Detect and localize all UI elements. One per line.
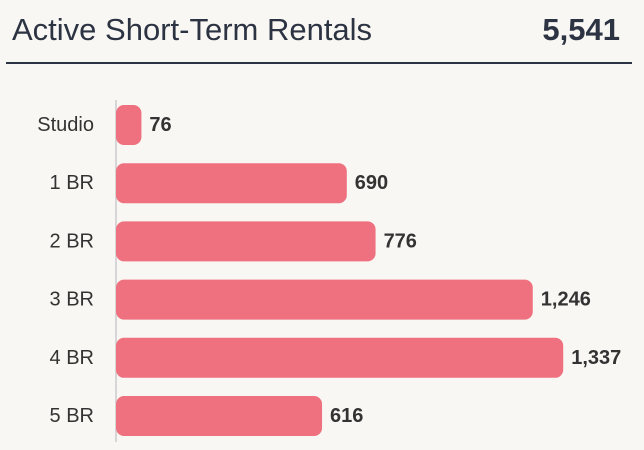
chart-header: Active Short-Term Rentals 5,541 [6,0,632,64]
bar-2-br [116,221,376,262]
category-label: 4 BR [50,347,94,369]
total-count: 5,541 [542,12,620,47]
category-label: 1 BR [50,172,94,194]
bar-3-br [116,279,533,320]
bar-studio [116,105,142,145]
bar-4-br [116,337,564,378]
value-label: 776 [384,230,417,252]
category-label: 3 BR [50,289,94,311]
category-label: Studio [37,114,94,136]
category-label: 2 BR [50,230,94,252]
category-label: 5 BR [50,405,94,427]
value-label: 1,337 [571,347,621,369]
chart-title: Active Short-Term Rentals [12,12,373,47]
value-label: 76 [149,114,171,136]
bar-1-br [116,163,347,204]
value-label: 616 [330,405,363,427]
value-label: 1,246 [541,289,591,311]
bar-5-br [116,396,323,436]
value-label: 690 [355,172,388,194]
